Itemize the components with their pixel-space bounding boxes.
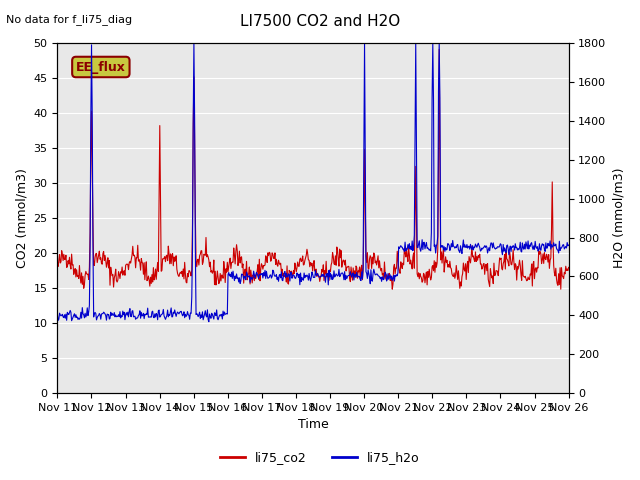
li75_h2o (190, 40, 198, 46)
Text: No data for f_li75_diag: No data for f_li75_diag (6, 14, 132, 25)
X-axis label: Time: Time (298, 419, 328, 432)
li75_co2 (390, 264, 397, 270)
li75_co2 (63, 264, 70, 270)
li75_co2 (115, 272, 123, 277)
Text: EE_flux: EE_flux (76, 60, 126, 73)
li75_h2o (391, 272, 399, 278)
li75_co2 (195, 256, 202, 262)
li75_h2o (167, 305, 175, 311)
Text: LI7500 CO2 and H2O: LI7500 CO2 and H2O (240, 14, 400, 29)
li75_co2 (54, 262, 61, 267)
li75_h2o (115, 314, 123, 320)
li75_h2o (54, 312, 61, 317)
li75_h2o (205, 319, 212, 324)
li75_h2o (564, 242, 572, 248)
li75_co2 (375, 265, 383, 271)
li75_h2o (376, 276, 384, 281)
li75_co2 (167, 261, 175, 266)
Legend: li75_co2, li75_h2o: li75_co2, li75_h2o (215, 446, 425, 469)
Line: li75_co2: li75_co2 (58, 49, 568, 289)
Y-axis label: H2O (mmol/m3): H2O (mmol/m3) (612, 168, 625, 268)
li75_co2 (435, 47, 443, 52)
Line: li75_h2o: li75_h2o (58, 43, 568, 322)
li75_co2 (557, 286, 564, 292)
li75_h2o (195, 312, 203, 318)
li75_co2 (564, 264, 572, 270)
li75_h2o (63, 317, 70, 323)
Y-axis label: CO2 (mmol/m3): CO2 (mmol/m3) (15, 168, 28, 268)
